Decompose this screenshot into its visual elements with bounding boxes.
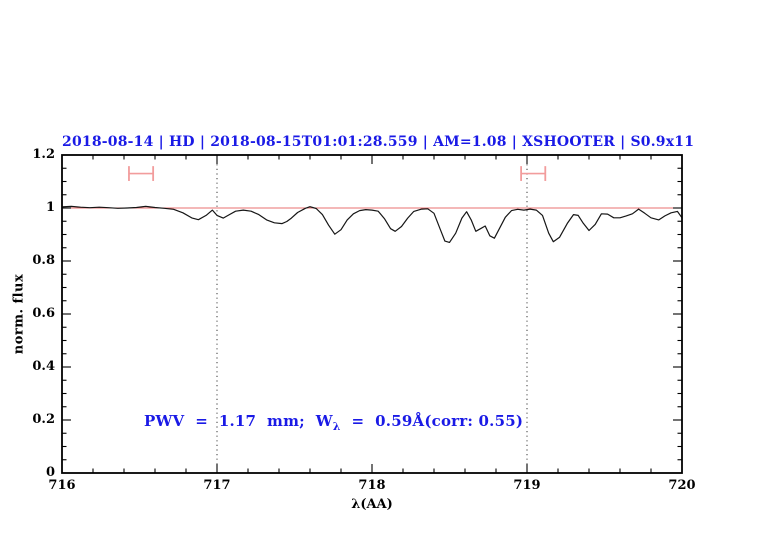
y-tick-label: 0.2 <box>32 412 55 427</box>
pwv-text-prefix: PWV = 1.17 mm; W <box>144 412 333 430</box>
x-tick-label: 720 <box>668 478 696 493</box>
y-tick-label: 0.4 <box>32 359 55 374</box>
pwv-annotation: PWV = 1.17 mm; Wλ = 0.59Å(corr: 0.55) <box>144 412 524 433</box>
x-axis-label: λ(AA) <box>351 497 393 512</box>
y-tick-label: 1.2 <box>32 147 55 162</box>
x-tick-label: 716 <box>48 478 76 493</box>
y-tick-label: 0.6 <box>32 306 55 321</box>
lambda-subscript: λ <box>332 420 341 433</box>
x-tick-label: 717 <box>203 478 231 493</box>
y-tick-label: 1 <box>45 200 55 215</box>
y-tick-label: 0 <box>45 465 55 480</box>
y-tick-label: 0.8 <box>32 253 55 268</box>
plot-title: 2018-08-14 | HD | 2018-08-15T01:01:28.55… <box>62 134 695 150</box>
x-tick-label: 718 <box>358 478 386 493</box>
pwv-text-suffix: = 0.59Å(corr: 0.55) <box>340 412 524 430</box>
spectrum-line <box>61 205 683 243</box>
x-tick-label: 719 <box>513 478 541 493</box>
